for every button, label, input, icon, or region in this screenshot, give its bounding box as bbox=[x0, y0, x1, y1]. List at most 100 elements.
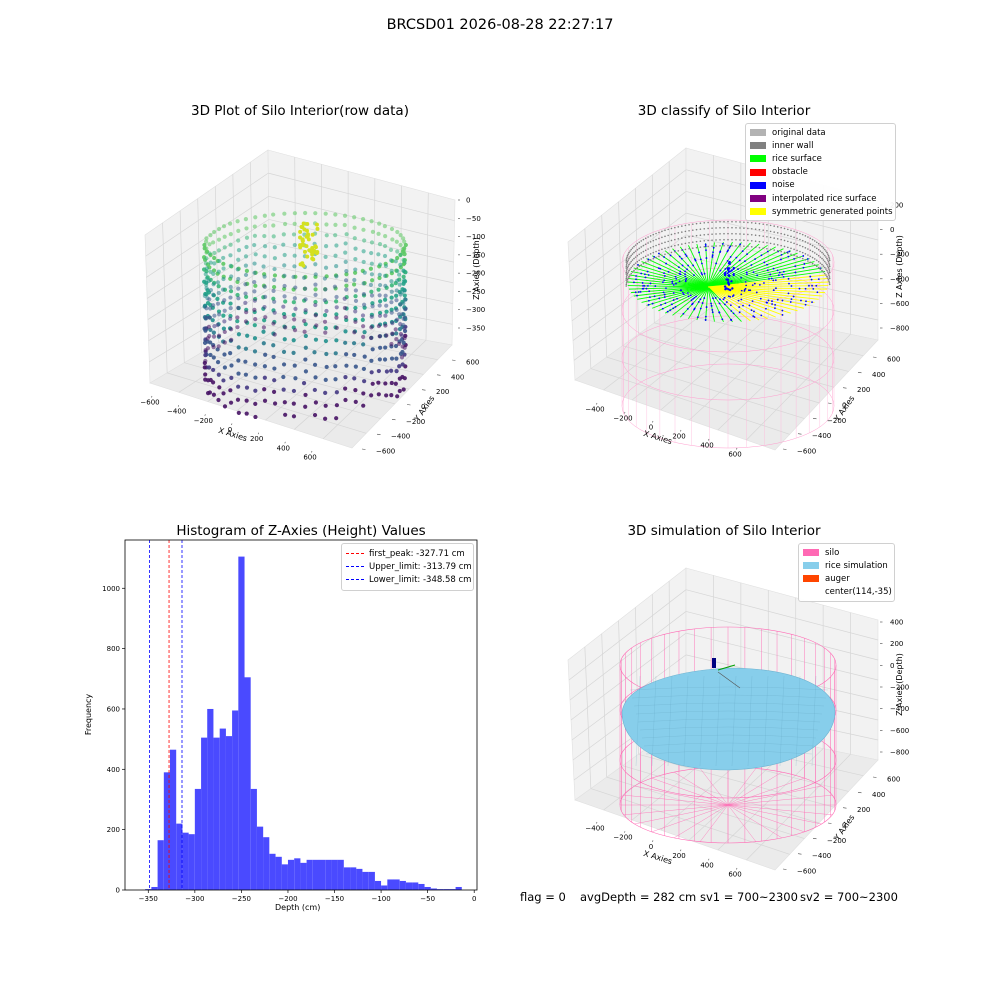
inner-wall-point bbox=[695, 246, 698, 249]
raw-data-point bbox=[324, 222, 329, 227]
inner-wall-point bbox=[699, 222, 702, 224]
classified-ray bbox=[637, 264, 709, 288]
raw-data-point bbox=[369, 358, 374, 363]
inner-wall-point bbox=[630, 260, 633, 263]
inner-wall-point bbox=[754, 246, 757, 248]
raw-data-point bbox=[344, 317, 349, 323]
noise-point bbox=[722, 298, 725, 301]
raw-data-point bbox=[262, 274, 267, 279]
raw-data-point bbox=[243, 346, 249, 351]
raw-data-point bbox=[314, 251, 319, 256]
grid-line bbox=[322, 340, 427, 439]
inner-wall-point bbox=[828, 271, 831, 274]
raw-data-point bbox=[261, 329, 266, 334]
raw-data-point bbox=[398, 252, 403, 257]
raw-data-point bbox=[395, 268, 400, 274]
raw-data-point bbox=[299, 224, 304, 229]
raw-data-point bbox=[397, 376, 402, 381]
raw-data-point bbox=[301, 275, 307, 280]
raw-point-cloud bbox=[201, 210, 408, 421]
classified-ray bbox=[707, 285, 829, 288]
inner-wall-point bbox=[819, 262, 822, 264]
raw-data-point bbox=[361, 342, 366, 347]
inner-wall-point bbox=[769, 236, 772, 239]
raw-data-point bbox=[300, 237, 305, 242]
raw-data-point bbox=[236, 257, 241, 262]
raw-data-point bbox=[389, 283, 394, 288]
classified-ray bbox=[707, 286, 810, 306]
raw-data-point bbox=[377, 241, 383, 247]
legend-swatch bbox=[750, 142, 766, 150]
inner-wall-point bbox=[799, 244, 801, 247]
inner-wall-point bbox=[719, 233, 721, 235]
raw-data-point bbox=[203, 349, 208, 354]
raw-data-point bbox=[313, 312, 319, 317]
raw-data-point bbox=[201, 267, 207, 272]
raw-x-tick-label: 600 bbox=[303, 454, 316, 462]
raw-data-point bbox=[402, 315, 408, 320]
raw-data-point bbox=[208, 327, 213, 333]
raw-data-point bbox=[211, 355, 216, 360]
classified-ray bbox=[707, 244, 768, 288]
raw-data-point bbox=[236, 305, 241, 311]
inner-wall-point bbox=[793, 254, 795, 257]
legend-entry: Upper_limit: -313.79 cm bbox=[346, 560, 472, 573]
legend-entry: original data bbox=[750, 126, 891, 139]
raw-data-point bbox=[402, 258, 407, 264]
sim-y-tick bbox=[842, 807, 847, 809]
raw-data-point bbox=[323, 325, 328, 331]
classified-ray bbox=[707, 286, 724, 323]
inner-wall-point bbox=[688, 223, 690, 226]
raw-data-point bbox=[243, 359, 248, 364]
inner-wall-point bbox=[684, 248, 687, 251]
grid-line bbox=[584, 646, 592, 789]
inner-wall-point bbox=[658, 243, 660, 246]
noise-point bbox=[651, 302, 654, 305]
raw-data-point bbox=[252, 270, 257, 275]
inner-wall-point bbox=[688, 229, 690, 232]
silo-floor-spoke bbox=[727, 804, 783, 839]
inner-wall-point bbox=[691, 247, 694, 249]
grid-line bbox=[147, 242, 270, 320]
raw-data-point bbox=[228, 388, 233, 393]
inner-wall-point bbox=[661, 230, 663, 233]
legend-label: obstacle bbox=[772, 167, 808, 178]
grid-line bbox=[689, 322, 796, 421]
raw-data-point bbox=[383, 234, 388, 239]
raw-data-point bbox=[324, 274, 329, 279]
grid-line bbox=[179, 210, 185, 363]
noise-point bbox=[763, 261, 766, 264]
raw-data-point bbox=[272, 273, 278, 278]
noise-point bbox=[729, 270, 731, 273]
raw-data-point bbox=[322, 298, 327, 303]
noise-point bbox=[775, 287, 777, 290]
silo-floor-spoke bbox=[651, 804, 729, 833]
raw-data-point bbox=[313, 211, 318, 216]
inner-wall-point bbox=[819, 244, 822, 246]
noise-point bbox=[687, 292, 689, 294]
sim-z-tick-label: −800 bbox=[890, 749, 909, 757]
raw-data-point bbox=[400, 324, 405, 329]
noise-point bbox=[763, 282, 765, 284]
raw-data-point bbox=[362, 379, 367, 384]
noise-point bbox=[781, 273, 784, 276]
raw-data-point bbox=[394, 337, 399, 342]
inner-wall-point bbox=[817, 242, 820, 245]
raw-data-point bbox=[310, 232, 315, 237]
raw-x-axis-label: X Axies bbox=[217, 425, 249, 444]
raw-data-point bbox=[263, 352, 268, 357]
raw-data-point bbox=[303, 221, 308, 226]
classified-ray bbox=[707, 264, 819, 288]
inner-wall-point bbox=[727, 220, 729, 223]
raw-data-point bbox=[306, 237, 311, 242]
raw-data-point bbox=[253, 414, 258, 420]
classified-ray bbox=[707, 277, 829, 288]
raw-data-point bbox=[298, 245, 303, 250]
raw-data-point bbox=[312, 231, 318, 236]
histogram-bar bbox=[176, 823, 183, 890]
inner-wall-point bbox=[790, 235, 792, 238]
grid-line bbox=[685, 632, 879, 681]
inner-wall-point bbox=[695, 222, 698, 225]
raw-data-point bbox=[397, 388, 402, 394]
raw-data-point bbox=[216, 290, 221, 296]
